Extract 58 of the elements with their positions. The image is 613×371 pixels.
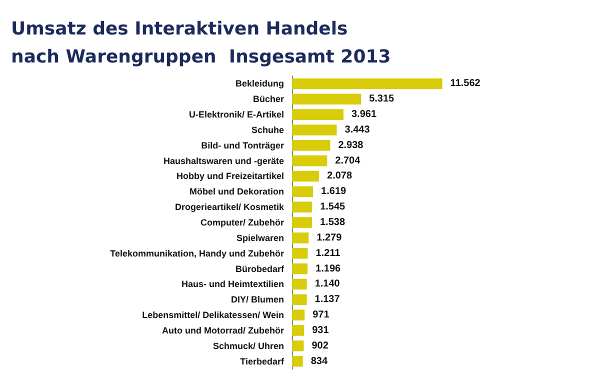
y-tick-label: Haus- und Heimtextilien [181,279,284,290]
data-label: 2.704 [335,155,361,166]
y-tick-label: Telekommunikation, Handy und Zubehör [110,248,284,258]
data-label: 11.562 [450,78,481,90]
data-label: 3.961 [351,109,377,120]
bar [292,356,303,367]
bar [292,170,320,182]
data-label: 931 [312,324,330,336]
data-label: 1.538 [320,217,346,228]
bar [292,202,312,212]
y-tick-label: Bürobedarf [235,264,285,274]
data-label: 971 [312,310,330,321]
bar [292,78,442,90]
y-tick-label: Computer/ Zubehör [200,218,284,228]
bar [292,263,308,274]
y-tick-label: Auto und Motorrad/ Zubehör [162,325,284,336]
data-label: 1.196 [316,263,342,274]
data-label: 5.315 [369,94,395,105]
data-label: 2.078 [327,170,352,182]
data-label: 834 [310,356,328,367]
data-label: 902 [312,340,329,352]
bar [292,186,314,198]
bar [292,340,304,352]
data-label: 1.137 [314,294,340,306]
bar [292,217,312,228]
bar [292,155,328,166]
bar [292,248,308,259]
bar [292,310,305,320]
y-tick-label: U-Elektronik/ E-Artikel [188,110,284,120]
data-label: 1.619 [321,186,347,198]
data-label: 2.938 [338,140,364,151]
y-tick-label: Schmuck/ Uhren [212,340,284,351]
y-tick-label: Schuhe [251,124,284,135]
bar [292,232,309,244]
bar [292,325,304,336]
bar [292,294,307,306]
y-tick-label: Bekleidung [235,78,284,89]
bar [292,109,344,120]
chart-title: Umsatz des Interaktiven Handels nach Warengruppen Insgesamt 2013 [11,18,391,68]
y-tick-label: Spielwaren [236,232,284,243]
bar [292,94,362,105]
data-label: 3.443 [344,124,370,136]
y-tick-label: Bücher [252,94,284,104]
y-tick-label: DIY/ Blumen [230,294,284,305]
bar [292,278,307,290]
y-tick-label: Hobby und Freizeitartikel [176,171,284,182]
y-tick-label: Möbel und Dekoration [190,186,284,197]
y-tick-label: Haushaltswaren und -geräte [163,156,284,166]
data-label: 1.211 [316,248,341,259]
y-tick-label: Tierbedarf [240,356,285,366]
bar [292,140,330,151]
data-label: 1.279 [316,232,342,244]
y-tick-label: Bild- und Tonträger [201,140,284,150]
bar [292,124,337,136]
data-label: 1.545 [320,202,346,213]
y-tick-label: Drogerieartikel/ Kosmetik [174,202,285,212]
data-label: 1.140 [314,278,340,290]
y-tick-label: Lebensmittel/ Delikatessen/ Wein [142,310,284,320]
